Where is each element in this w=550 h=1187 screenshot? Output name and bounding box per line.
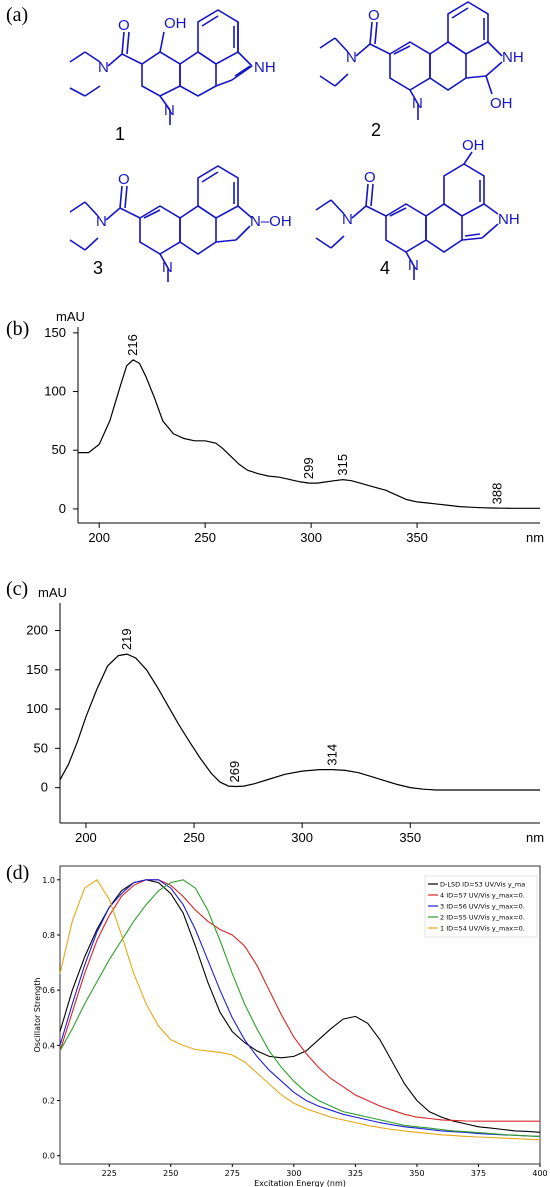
peak-label: 315 (335, 454, 350, 476)
atom-nh: NH (498, 211, 520, 228)
x-tick-label: 300 (286, 1169, 301, 1178)
atom-n-amide: N (98, 59, 109, 76)
y-tick-label: 150 (26, 662, 48, 677)
legend-label: 1 ID=54 UV/Vis y_max=0. (440, 925, 525, 933)
legend-box (424, 875, 538, 938)
oscillator-strength-chart: 0.0 0.2 0.4 0.6 0.8 1.0 225 250 275 300 325 350 375 4… (33, 865, 548, 1187)
x-axis-label: nm (526, 830, 544, 845)
x-tick-label: 225 (102, 1169, 117, 1178)
x-tick-label: 325 (348, 1169, 363, 1178)
x-tick-label: 275 (225, 1169, 240, 1178)
y-tick-label: 50 (34, 740, 48, 755)
legend-label: 2 ID=55 UV/Vis y_max=0. (440, 914, 525, 922)
atom-n-oh: N–OH (250, 213, 292, 230)
structure-label-1: 1 (115, 124, 126, 144)
atom-n-amide: N (346, 49, 357, 66)
peak-label: 216 (125, 334, 140, 356)
structure-label-3: 3 (93, 258, 104, 278)
x-tick-label: 250 (194, 530, 216, 545)
panel-label-c: (c) (6, 578, 29, 600)
structure-label-2: 2 (371, 120, 382, 140)
uv-spectrum-c: 0 50 100 150 200 200 250 300 350 mAU nm 219 269 314 (26, 585, 544, 845)
y-tick-label: 100 (44, 384, 66, 399)
atom-n-amide: N (96, 213, 107, 230)
x-tick-label: 350 (409, 1169, 424, 1178)
y-tick-label: 0.6 (42, 986, 55, 995)
y-tick-label: 0 (41, 780, 48, 795)
peak-label: 219 (119, 628, 134, 650)
structure-3: N O N N–OH (69, 165, 292, 282)
y-tick-label: 50 (52, 442, 66, 457)
structure-2: N O N NH OH (319, 1, 524, 120)
series-line (59, 879, 541, 1137)
x-tick-label: 350 (406, 530, 428, 545)
atom-oh: OH (490, 95, 513, 112)
x-tick-label: 300 (291, 830, 313, 845)
atom-o: O (118, 171, 130, 188)
x-tick-label: 300 (300, 530, 322, 545)
structure-1: N O OH N NH (69, 9, 276, 125)
series-line (59, 879, 541, 1137)
x-tick-label: 250 (163, 1169, 178, 1178)
atom-n-ring: N (164, 102, 175, 119)
y-axis-label: mAU (38, 585, 67, 600)
atom-o: O (368, 7, 380, 24)
y-tick-label: 0.0 (42, 1152, 55, 1161)
y-tick-label: 100 (26, 701, 48, 716)
y-axis-label: mAU (56, 309, 85, 324)
y-tick-label: 1.0 (42, 876, 55, 885)
legend-label: 4 ID=57 UV/Vis y_max=0. (440, 892, 525, 900)
atom-n-ring: N (162, 259, 173, 276)
x-tick-label: 200 (75, 830, 97, 845)
series-line (59, 879, 541, 1141)
atom-oh: OH (164, 15, 187, 32)
spectrum-line (59, 653, 540, 791)
atom-oh: OH (462, 137, 485, 154)
atom-n-amide: N (342, 211, 353, 228)
panel-label-d: (d) (6, 862, 30, 884)
x-axis-label: nm (526, 530, 544, 545)
peak-label: 269 (227, 761, 242, 783)
x-tick-label: 250 (183, 830, 205, 845)
y-tick-label: 0.8 (42, 931, 55, 940)
atom-o: O (118, 17, 130, 34)
x-tick-label: 350 (399, 830, 421, 845)
legend-label: 3 ID=56 UV/Vis y_max=0. (440, 903, 525, 911)
atom-nh: NH (502, 49, 524, 66)
atom-o: O (364, 169, 376, 186)
series-line (59, 879, 540, 1122)
peak-label: 388 (490, 483, 505, 505)
y-tick-label: 0.2 (42, 1097, 55, 1106)
atom-n-ring: N (408, 257, 419, 274)
panel-label-b: (b) (6, 318, 30, 340)
structure-label-4: 4 (380, 258, 391, 278)
atom-n-ring: N (412, 95, 423, 112)
x-tick-label: 375 (471, 1169, 486, 1178)
uv-spectrum-b: 0 50 100 150 200 250 300 350 mAU nm 216 299 315 388 (44, 309, 544, 545)
panel-label-a: (a) (6, 4, 29, 26)
y-axis-label: Oscillator Strength (33, 978, 42, 1053)
y-tick-label: 150 (44, 325, 66, 340)
atom-nh: NH (254, 59, 276, 76)
y-tick-label: 0 (59, 501, 66, 516)
peak-label: 314 (324, 744, 339, 766)
peak-label: 299 (301, 457, 316, 479)
x-axis-label: Excitation Energy (nm) (254, 1179, 346, 1187)
y-tick-label: 0.4 (42, 1041, 55, 1050)
spectrum-line (78, 359, 540, 509)
x-tick-label: 400 (532, 1169, 547, 1178)
legend-label: D-LSD ID=53 UV/Vis y_ma (440, 881, 525, 889)
y-tick-label: 200 (26, 623, 48, 638)
x-tick-label: 200 (88, 530, 110, 545)
plot-frame (59, 865, 541, 1165)
structure-4: N O N NH OH (315, 137, 520, 280)
